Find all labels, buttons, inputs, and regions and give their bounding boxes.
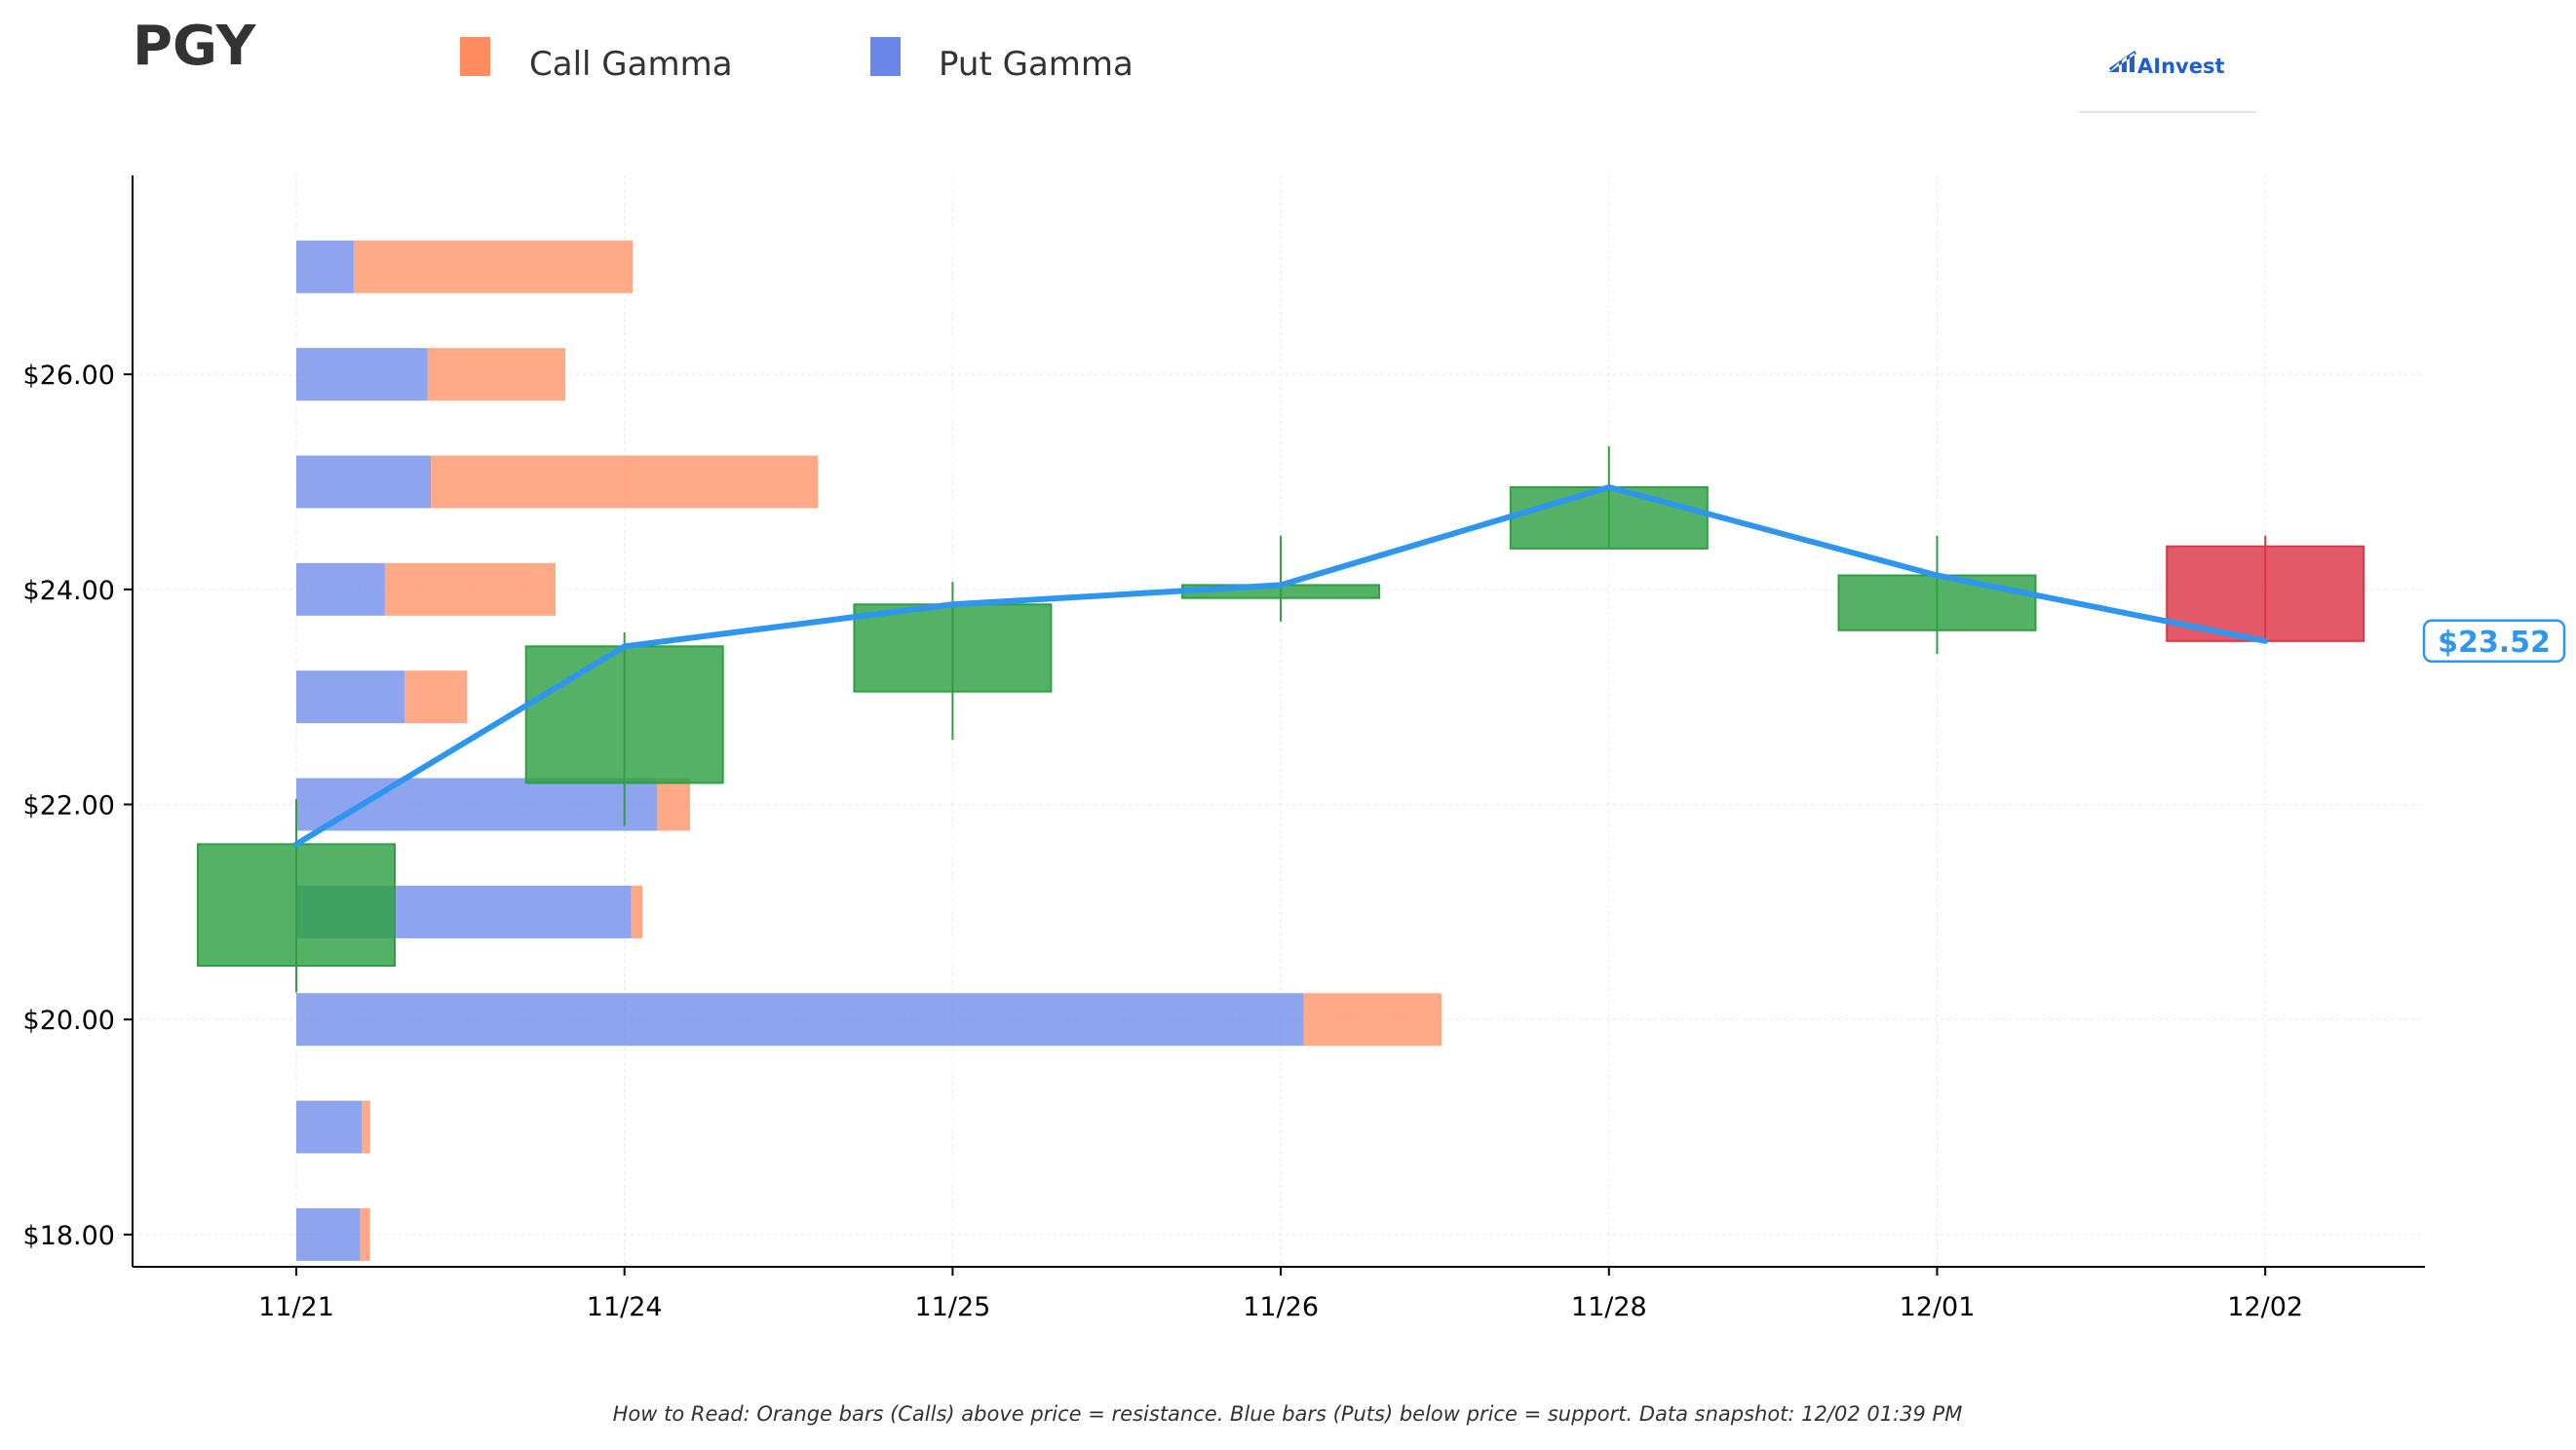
- call-gamma-bar: [427, 348, 566, 401]
- y-tick-label: $18.00: [23, 1221, 115, 1251]
- last-price-label: $23.52: [2438, 626, 2551, 660]
- put-gamma-bar: [296, 240, 354, 293]
- call-gamma-bar: [631, 885, 643, 938]
- x-tick-label: 12/02: [2227, 1292, 2303, 1322]
- call-gamma-bar: [1303, 993, 1442, 1047]
- put-gamma-bar: [296, 348, 428, 401]
- call-gamma-bar: [360, 1207, 370, 1261]
- x-tick-label: 12/01: [1900, 1292, 1976, 1322]
- put-gamma-bar: [296, 670, 405, 724]
- call-gamma-bar: [384, 562, 556, 616]
- axes-layer: $18.00 $20.00 $22.00 $24.00 $26.00 11/21 11/24…: [23, 175, 2425, 1322]
- legend: Call Gamma Put Gamma: [460, 37, 1134, 84]
- grid-layer: [133, 175, 2425, 1267]
- chart-title: PGY: [133, 15, 257, 78]
- x-tick-label: 11/21: [258, 1292, 334, 1322]
- put-gamma-bar: [296, 562, 385, 616]
- call-gamma-legend-swatch: [460, 37, 490, 76]
- brand-logo: AInvest: [2079, 51, 2256, 113]
- put-gamma-bar: [296, 1100, 363, 1154]
- call-gamma-bar: [431, 455, 819, 509]
- put-gamma-bar: [296, 455, 432, 509]
- y-tick-label: $22.00: [23, 791, 115, 821]
- call-gamma-bar: [353, 240, 634, 293]
- put-gamma-bar: [296, 1207, 361, 1261]
- put-gamma-bar: [296, 778, 658, 831]
- close-line-layer: [293, 484, 2269, 848]
- chart-logo-icon: [2109, 51, 2136, 72]
- candle-body: [197, 843, 396, 968]
- x-tick-label: 11/25: [914, 1292, 990, 1322]
- call-gamma-bar: [657, 778, 691, 831]
- close-price-line: [293, 484, 2269, 848]
- last-price-tag: $23.52: [2422, 619, 2566, 664]
- call-gamma-legend-label: Call Gamma: [529, 45, 733, 84]
- x-tick-label: 11/28: [1571, 1292, 1647, 1322]
- call-gamma-bar: [362, 1100, 370, 1154]
- candle-body: [853, 603, 1053, 693]
- footer-note: How to Read: Orange bars (Calls) above p…: [613, 1402, 1963, 1426]
- y-tick-label: $20.00: [23, 1006, 115, 1036]
- put-gamma-legend-swatch: [870, 37, 901, 76]
- x-tick-label: 11/24: [587, 1292, 663, 1322]
- candle-body: [1837, 574, 2037, 631]
- brand-name: AInvest: [2137, 55, 2225, 78]
- put-gamma-bar: [296, 993, 1304, 1047]
- candle-body: [524, 645, 724, 784]
- y-tick-label: $24.00: [23, 576, 115, 606]
- gamma-bars-layer: [296, 240, 1442, 1261]
- last-price-box: [2422, 619, 2566, 664]
- put-gamma-legend-label: Put Gamma: [939, 45, 1134, 84]
- call-gamma-bar: [404, 670, 468, 724]
- y-tick-label: $26.00: [23, 361, 115, 391]
- candle-body: [1509, 486, 1709, 550]
- x-tick-label: 11/26: [1243, 1292, 1319, 1322]
